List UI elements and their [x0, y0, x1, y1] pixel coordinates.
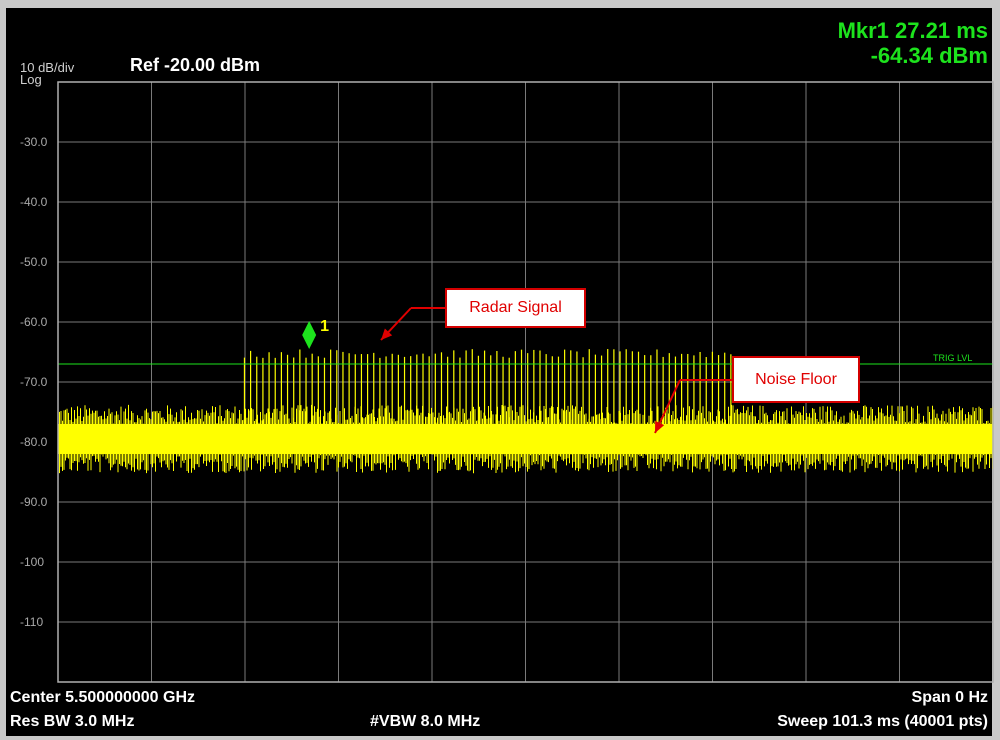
bezel-left	[0, 0, 6, 740]
bezel-top	[0, 0, 1000, 8]
plot-frame	[57, 81, 994, 683]
y-tick-label: -110	[20, 615, 43, 629]
vbw-label: #VBW 8.0 MHz	[370, 713, 481, 730]
trace	[57, 349, 993, 474]
res-bw-label: Res BW 3.0 MHz	[10, 713, 135, 730]
center-frequency-label: Center 5.500000000 GHz	[10, 689, 195, 706]
y-tick-label: -90.0	[20, 495, 48, 509]
y-tick-labels: -30.0 -40.0 -50.0 -60.0 -70.0 -80.0 -90.0 -100 -…	[20, 135, 48, 629]
radar-arrow-head	[381, 328, 393, 340]
scale-type-label: Log	[20, 72, 42, 87]
noise-floor-callout: Noise Floor	[732, 356, 860, 403]
trigger-level-label: TRIG LVL	[933, 353, 972, 363]
noise-arrow-head	[655, 420, 665, 433]
y-tick-label: -30.0	[20, 135, 48, 149]
y-tick-label: -70.0	[20, 375, 48, 389]
callout-arrows	[380, 307, 732, 434]
y-tick-label: -60.0	[20, 315, 48, 329]
marker-level-readout: -64.34 dBm	[870, 43, 988, 68]
y-tick-label: -100	[20, 555, 44, 569]
y-tick-label: -40.0	[20, 195, 48, 209]
bezel-bottom	[0, 736, 1000, 740]
sweep-label: Sweep 101.3 ms (40001 pts)	[777, 713, 988, 730]
y-tick-label: -50.0	[20, 255, 48, 269]
y-tick-label: -80.0	[20, 435, 48, 449]
scale-label: 10 dB/div	[20, 60, 75, 75]
bezel-right	[992, 0, 1000, 740]
radar-signal-callout: Radar Signal	[445, 288, 586, 328]
marker-1-number: 1	[320, 318, 329, 335]
noise-floor-band	[58, 424, 993, 454]
span-label: Span 0 Hz	[911, 689, 988, 706]
marker-time-readout: Mkr1 27.21 ms	[837, 18, 988, 43]
ref-level-label: Ref -20.00 dBm	[130, 55, 261, 75]
marker-1-diamond[interactable]	[302, 321, 317, 350]
